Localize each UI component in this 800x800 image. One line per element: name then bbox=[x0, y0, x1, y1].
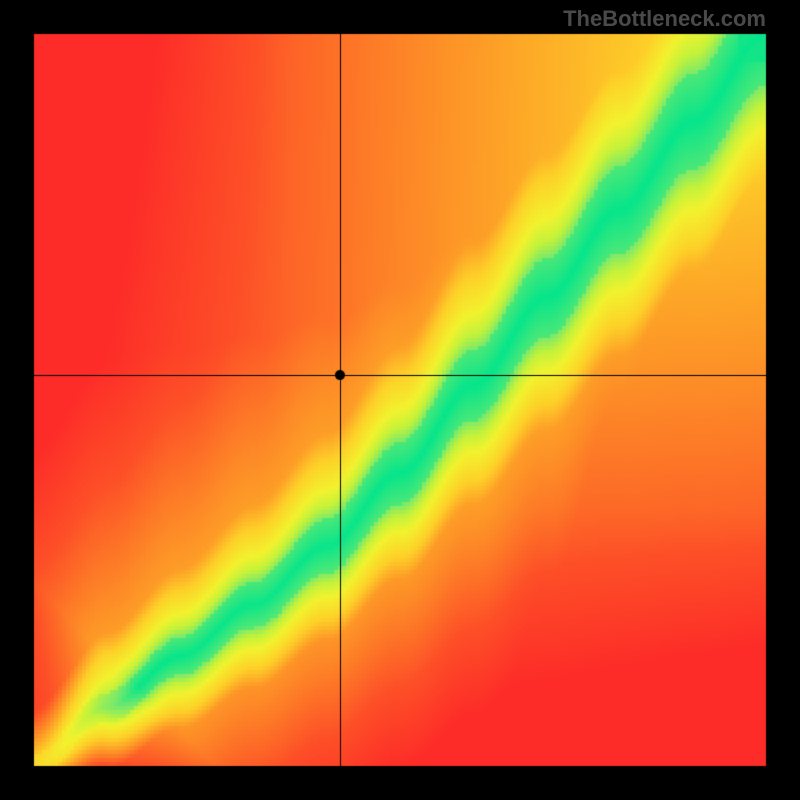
watermark-text: TheBottleneck.com bbox=[563, 6, 766, 32]
bottleneck-heatmap bbox=[0, 0, 800, 800]
chart-container: { "watermark": { "text": "TheBottleneck.… bbox=[0, 0, 800, 800]
